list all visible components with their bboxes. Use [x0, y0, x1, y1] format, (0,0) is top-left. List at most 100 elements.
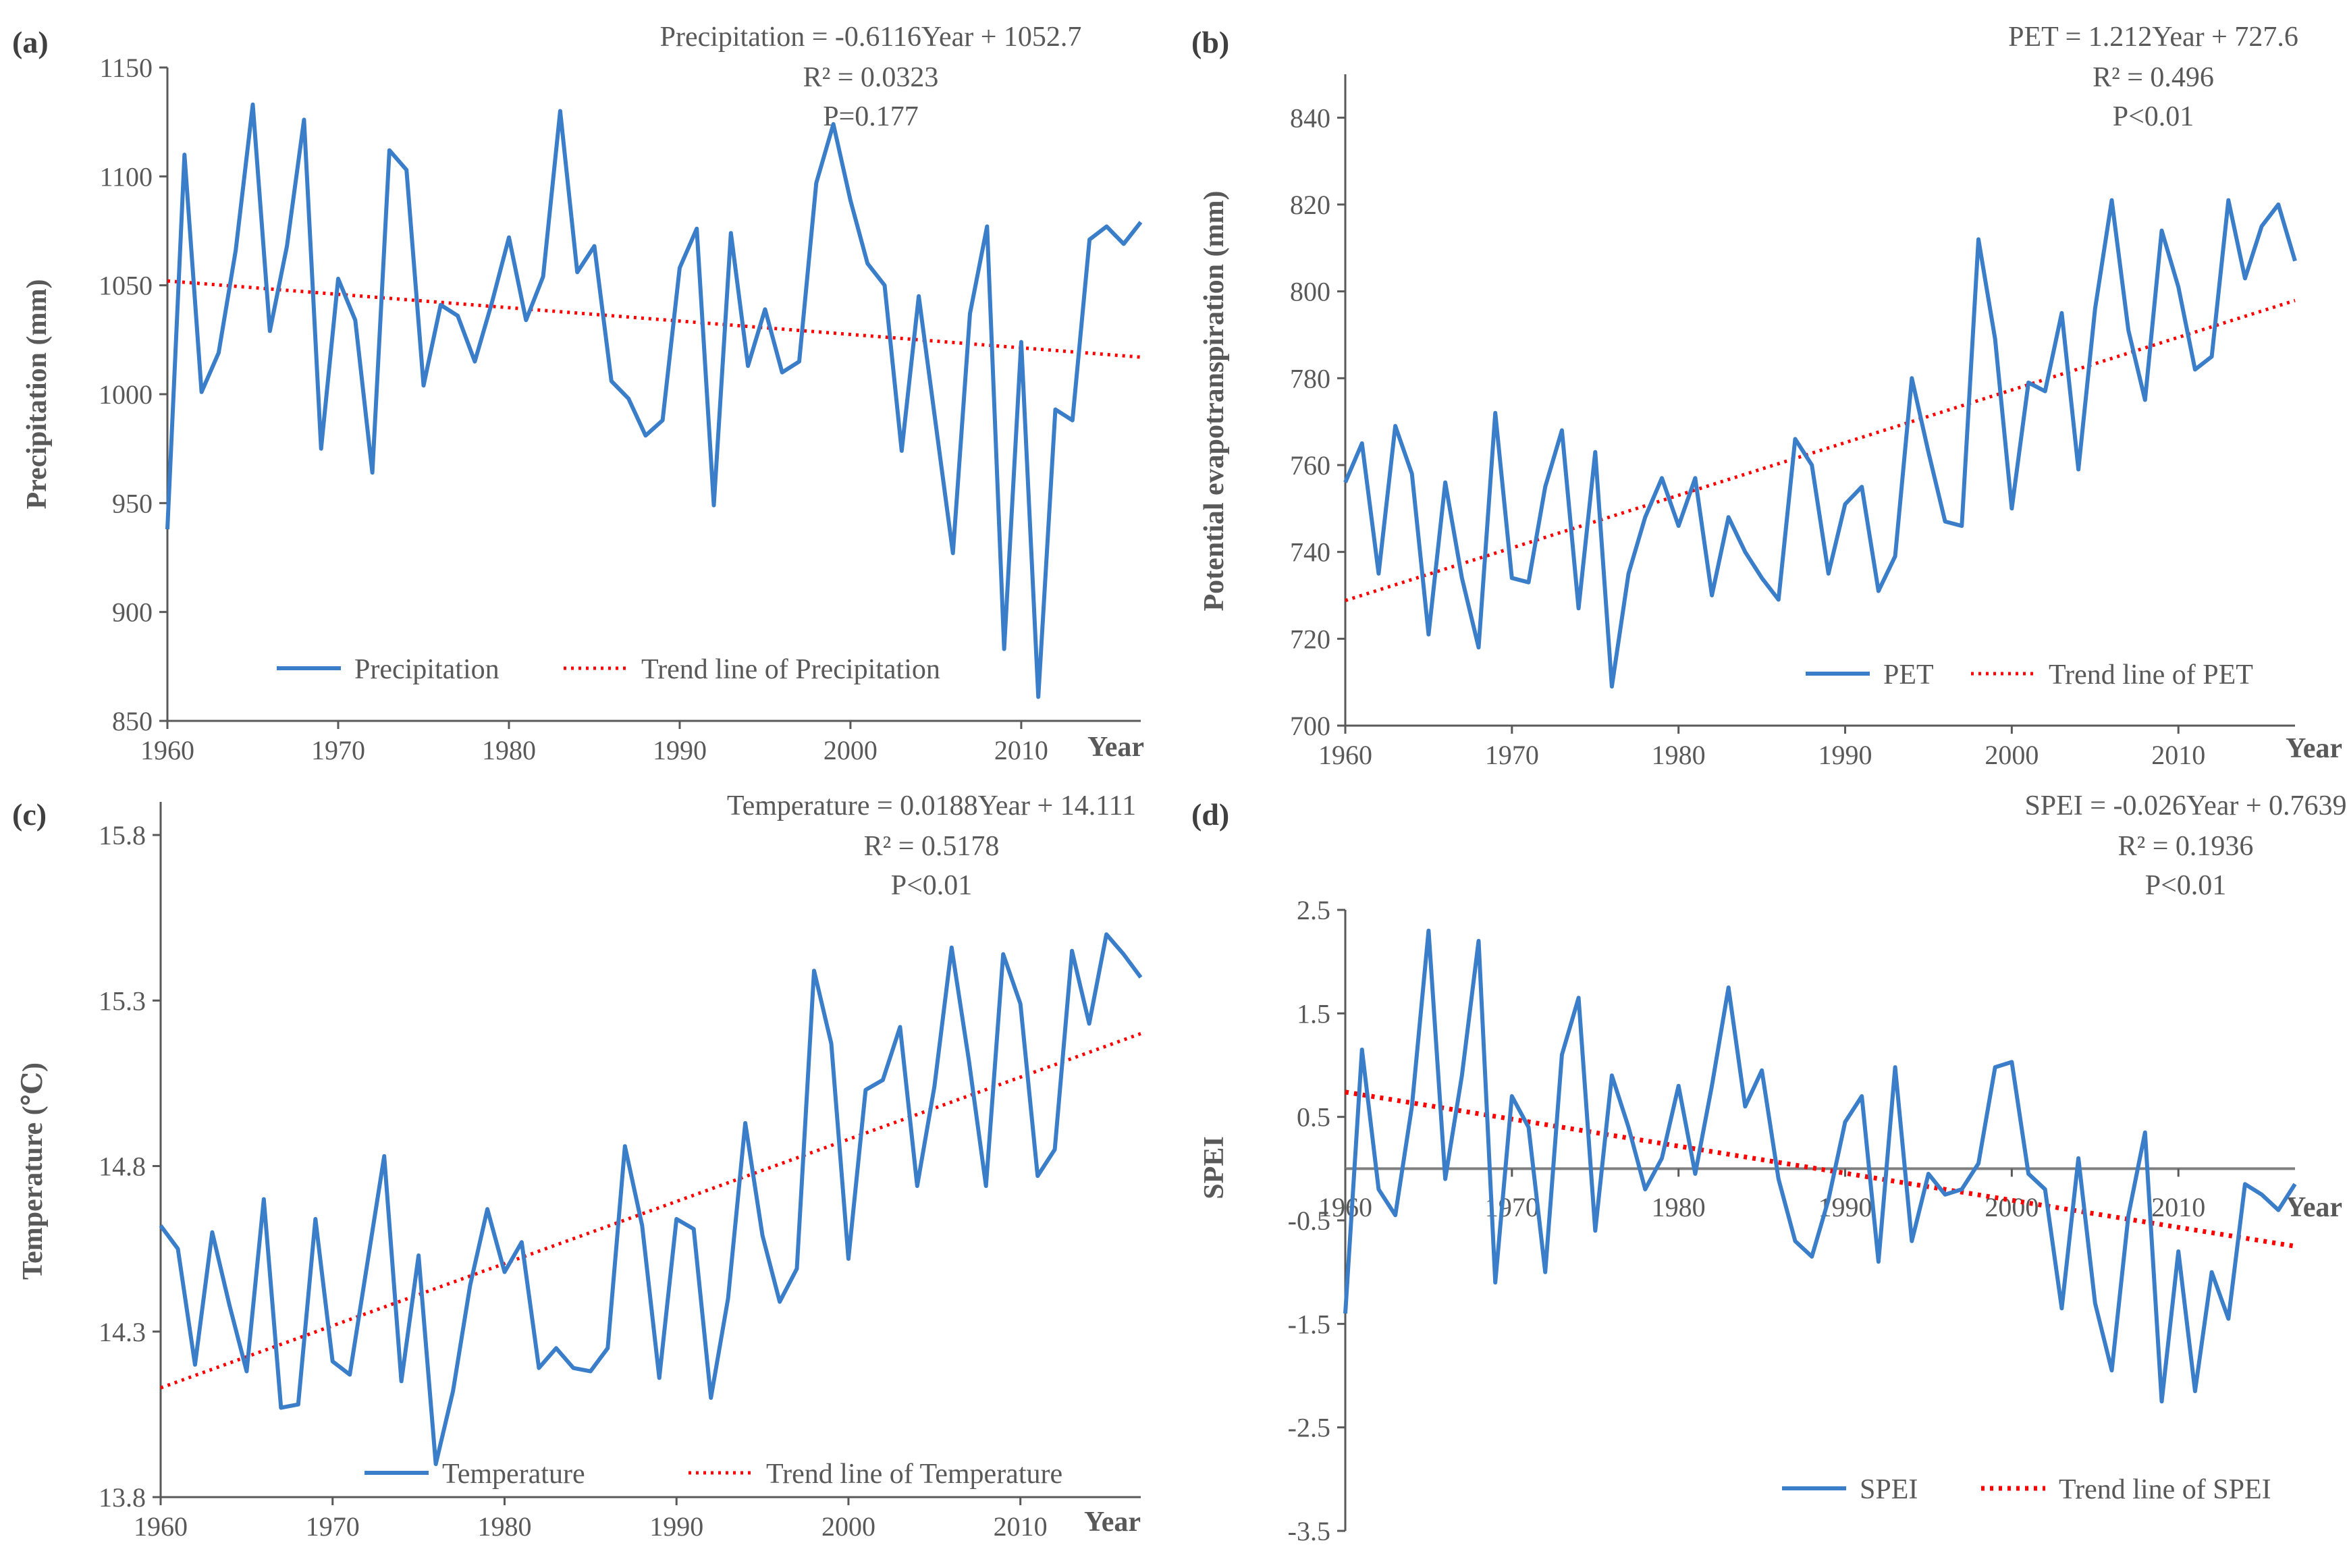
- x-tick-label-d: 1960: [1318, 1192, 1372, 1222]
- y-tick-label-b: 780: [1290, 363, 1330, 394]
- panel-a: (a) Precipitation = -0.6116Year + 1052.7…: [12, 22, 1144, 765]
- r2-c: R² = 0.5178: [864, 831, 1000, 862]
- pvalue-c: P<0.01: [891, 870, 973, 901]
- legend-label-temperature: Temperature: [442, 1459, 585, 1490]
- x-tick-label-c: 1960: [134, 1511, 188, 1542]
- y-tick-label-b: 840: [1290, 103, 1330, 133]
- r2-d: R² = 0.1936: [2118, 831, 2254, 862]
- panel-label-d: (d): [1191, 797, 1229, 832]
- panel-label-c: (c): [12, 797, 47, 832]
- legend-label-trend-temperature: Trend line of Temperature: [766, 1459, 1062, 1490]
- legend-c: Temperature Trend line of Temperature: [365, 1459, 1062, 1490]
- y-tick-label-c: 15.8: [99, 820, 146, 850]
- x-tick-label-c: 1990: [649, 1511, 703, 1542]
- panel-b: (b) PET = 1.212Year + 727.6 R² = 0.496 P…: [1191, 22, 2342, 770]
- y-tick-label-b: 700: [1290, 711, 1330, 741]
- y-tick-label-d: 0.5: [1297, 1102, 1330, 1133]
- y-tick-label-d: -1.5: [1288, 1309, 1330, 1339]
- legend-d: SPEI Trend line of SPEI: [1782, 1474, 2271, 1505]
- x-tick-label-b: 1990: [1818, 740, 1872, 770]
- x-tick-label-d: 1980: [1652, 1192, 1706, 1222]
- y-tick-label-a: 1000: [99, 379, 153, 410]
- plot-area-b: 700 720 740 760 780 800 820 840 1960 1970 1980 1990…: [1290, 74, 2297, 770]
- legend-label-trend-precipitation: Trend line of Precipitation: [641, 654, 940, 685]
- x-tick-label-c: 2000: [821, 1511, 875, 1542]
- legend-b: PET Trend line of PET: [1806, 659, 2253, 691]
- r2-b: R² = 0.496: [2093, 62, 2214, 93]
- y-axis-title-c: Temperature (℃): [18, 1062, 49, 1280]
- series-line-a: [165, 102, 1143, 699]
- equation-d: SPEI = -0.026Year + 0.7639: [2024, 790, 2346, 821]
- y-tick-label-c: 14.3: [99, 1317, 146, 1347]
- trend-line-d: [1345, 1089, 2296, 1249]
- x-tick-label-d: 2000: [1985, 1192, 2039, 1222]
- panel-d: (d) SPEI = -0.026Year + 0.7639 R² = 0.19…: [1191, 790, 2347, 1546]
- trend-line-c: [160, 1031, 1141, 1390]
- y-tick-label-b: 820: [1290, 190, 1330, 220]
- y-tick-label-b: 800: [1290, 277, 1330, 307]
- x-tick-label-b: 2000: [1985, 740, 2039, 770]
- y-tick-label-a: 1050: [99, 271, 153, 301]
- legend-label-precipitation: Precipitation: [354, 654, 500, 685]
- pvalue-d: P<0.01: [2145, 870, 2227, 901]
- y-tick-label-b: 720: [1290, 624, 1330, 654]
- legend-label-spei: SPEI: [1860, 1474, 1918, 1505]
- equation-a: Precipitation = -0.6116Year + 1052.7: [660, 22, 1082, 53]
- y-axis-title-b: Potential evapotranspiration (mm): [1199, 191, 1230, 612]
- y-tick-label-c: 15.3: [99, 985, 146, 1016]
- series-line-d: [1343, 928, 2297, 1404]
- series-line-c: [159, 932, 1143, 1466]
- y-tick-label-c: 14.8: [99, 1152, 146, 1182]
- x-tick-label-a: 1980: [482, 735, 536, 765]
- y-tick-label-a: 1100: [99, 161, 153, 192]
- pvalue-a: P=0.177: [823, 101, 919, 132]
- y-tick-label-a: 850: [112, 706, 153, 736]
- y-tick-label-a: 950: [112, 488, 153, 518]
- x-tick-label-a: 2000: [824, 735, 878, 765]
- equation-b: PET = 1.212Year + 727.6: [2008, 22, 2298, 53]
- x-axis-title-d: Year: [2286, 1192, 2342, 1223]
- x-tick-label-c: 1970: [306, 1511, 360, 1542]
- legend-label-pet: PET: [1883, 659, 1934, 691]
- series-line-b: [1343, 198, 2297, 689]
- y-tick-label-b: 740: [1290, 537, 1330, 568]
- x-axis-title-c: Year: [1084, 1507, 1141, 1538]
- y-tick-label-d: 2.5: [1297, 895, 1330, 925]
- x-tick-label-b: 1960: [1318, 740, 1372, 770]
- x-tick-label-b: 1980: [1652, 740, 1706, 770]
- y-axis-title-a: Precipitation (mm): [22, 279, 53, 510]
- legend-a: Precipitation Trend line of Precipitatio…: [277, 654, 940, 685]
- y-tick-label-a: 900: [112, 597, 153, 628]
- y-tick-label-d: -0.5: [1288, 1206, 1330, 1236]
- r2-a: R² = 0.0323: [803, 62, 939, 93]
- y-axis-title-d: SPEI: [1199, 1136, 1230, 1199]
- plot-area-a: 850 900 950 1000 1050 1100 1150 1960 1970 1980 199…: [99, 53, 1143, 765]
- y-tick-label-c: 13.8: [99, 1482, 146, 1513]
- legend-label-trend-pet: Trend line of PET: [2049, 659, 2253, 691]
- y-tick-label-d: -2.5: [1288, 1413, 1330, 1443]
- plot-area-c: 13.8 14.3 14.8 15.3 15.8 1960 1970 1980 1990 2000…: [99, 802, 1143, 1542]
- x-axis-title-b: Year: [2286, 733, 2342, 764]
- x-tick-label-c: 2010: [994, 1511, 1048, 1542]
- y-tick-label-d: -3.5: [1288, 1516, 1330, 1546]
- panel-c: (c) Temperature = 0.0188Year + 14.111 R²…: [12, 790, 1143, 1542]
- x-axis-title-a: Year: [1087, 732, 1144, 763]
- x-tick-label-b: 1970: [1485, 740, 1539, 770]
- x-tick-label-d: 2010: [2151, 1192, 2205, 1222]
- x-tick-label-b: 2010: [2151, 740, 2205, 770]
- trend-line-b: [1345, 298, 2296, 603]
- y-tick-label-d: 1.5: [1297, 998, 1330, 1029]
- panel-label-b: (b): [1191, 25, 1229, 59]
- legend-label-trend-spei: Trend line of SPEI: [2059, 1474, 2271, 1505]
- x-tick-label-a: 1970: [311, 735, 365, 765]
- x-tick-label-a: 2010: [994, 735, 1048, 765]
- equation-c: Temperature = 0.0188Year + 14.111: [727, 790, 1136, 821]
- x-tick-label-a: 1960: [140, 735, 194, 765]
- pvalue-b: P<0.01: [2113, 101, 2194, 132]
- panel-label-a: (a): [12, 25, 49, 59]
- y-tick-label-b: 760: [1290, 450, 1330, 481]
- x-tick-label-c: 1980: [477, 1511, 531, 1542]
- y-tick-label-a: 1150: [99, 53, 153, 83]
